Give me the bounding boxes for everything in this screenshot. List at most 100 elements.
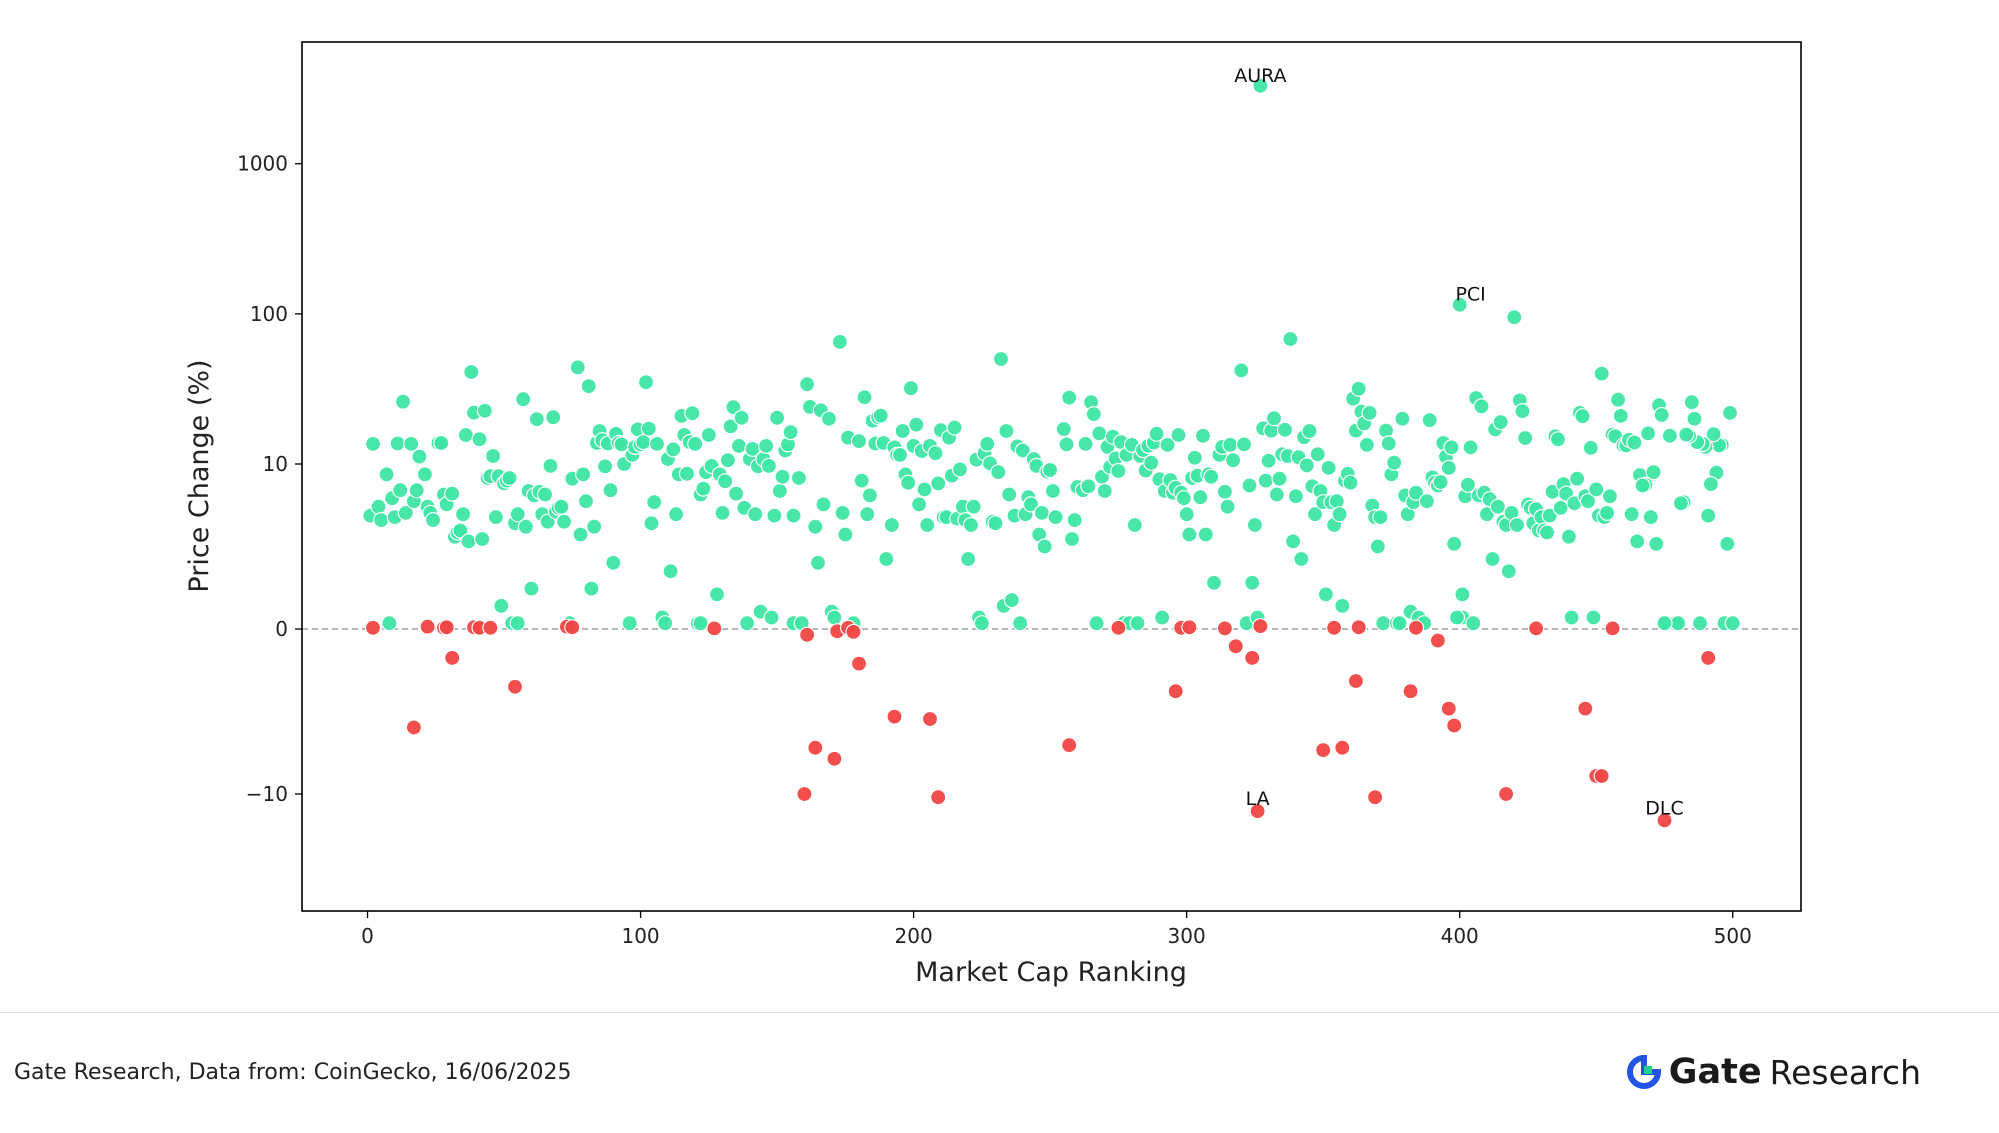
negative-data-point [1315, 741, 1332, 759]
positive-data-point [687, 435, 704, 452]
positive-data-point [389, 435, 406, 452]
positive-data-point [785, 507, 802, 524]
negative-data-point [1366, 789, 1384, 806]
positive-data-point [1484, 550, 1501, 568]
negative-data-point [506, 678, 524, 695]
positive-data-point [990, 464, 1007, 481]
negative-data-point [807, 739, 824, 756]
positive-data-point [1257, 472, 1274, 489]
positive-data-point [1063, 530, 1081, 548]
positive-data-point [856, 389, 873, 406]
positive-data-point [700, 426, 717, 444]
positive-data-point [1462, 439, 1479, 456]
positive-data-point [1055, 420, 1072, 438]
positive-data-point [1508, 516, 1526, 534]
positive-data-point [1222, 436, 1239, 453]
positive-data-point [1331, 506, 1348, 523]
positive-data-point [667, 506, 685, 523]
positive-data-point [1514, 403, 1531, 420]
negative-data-point [1350, 619, 1367, 636]
negative-data-point [1656, 812, 1673, 829]
positive-data-point [545, 409, 562, 426]
positive-data-point [1320, 459, 1337, 476]
positive-data-point [1235, 436, 1253, 453]
x-tick-label: 0 [361, 924, 374, 948]
positive-data-point [733, 409, 750, 426]
negative-data-point [706, 620, 723, 637]
positive-data-point [1276, 421, 1294, 438]
plot-frame [301, 41, 1802, 912]
positive-data-point [640, 420, 657, 437]
negative-data-point [1249, 802, 1266, 820]
negative-data-point [1527, 620, 1545, 637]
positive-data-point [902, 380, 920, 397]
positive-data-point [809, 554, 827, 571]
positive-data-point [621, 615, 638, 632]
positive-data-point [1391, 615, 1408, 632]
positive-data-point [586, 518, 603, 535]
positive-data-point [1459, 476, 1477, 493]
positive-data-point [979, 435, 996, 452]
positive-data-point [1317, 586, 1335, 603]
positive-data-point [1178, 506, 1195, 523]
positive-data-point [1282, 330, 1299, 348]
positive-data-point [580, 378, 597, 395]
negative-data-point [444, 649, 461, 667]
positive-data-point [1181, 526, 1198, 543]
positive-data-point [908, 416, 925, 433]
positive-data-point [973, 615, 991, 632]
positive-data-point [523, 580, 540, 597]
positive-data-point [1342, 474, 1359, 491]
positive-data-point [1601, 488, 1619, 505]
positive-data-point [900, 474, 917, 491]
positive-data-point [883, 516, 900, 534]
positive-data-point [834, 504, 851, 522]
positive-data-point [695, 480, 712, 497]
positive-data-point [850, 433, 868, 450]
positive-data-point [1492, 414, 1509, 431]
positive-data-point [656, 615, 674, 632]
positive-data-point [1623, 506, 1640, 523]
positive-data-point [820, 410, 838, 427]
positive-data-point [1639, 425, 1657, 442]
negative-data-point [1347, 672, 1365, 690]
positive-data-point [760, 457, 778, 474]
positive-data-point [1077, 435, 1094, 452]
positive-data-point [919, 516, 936, 534]
positive-data-point [1407, 484, 1425, 501]
positive-data-point [364, 435, 382, 452]
positive-data-point [596, 458, 614, 475]
positive-data-point [853, 472, 870, 489]
negative-data-point [1604, 620, 1621, 637]
x-tick-label: 100 [621, 924, 659, 948]
positive-data-point [1582, 439, 1599, 456]
positive-data-point [381, 615, 398, 632]
positive-data-point [1192, 489, 1209, 506]
data-points [362, 77, 1741, 829]
positive-data-point [665, 441, 682, 458]
positive-data-point [1634, 477, 1651, 494]
positive-data-point [662, 563, 679, 580]
positive-data-point [1473, 398, 1490, 415]
positive-data-point [1143, 454, 1160, 471]
positive-data-point [1432, 473, 1449, 491]
positive-data-point [1656, 615, 1673, 632]
positive-data-point [474, 530, 491, 548]
positive-data-point [1260, 452, 1277, 469]
positive-data-point [1612, 407, 1629, 424]
positive-data-point [370, 498, 387, 515]
positive-data-point [536, 486, 554, 503]
positive-data-point [1375, 615, 1392, 632]
positive-data-point [946, 419, 963, 436]
positive-data-point [1372, 508, 1389, 526]
positive-data-point [433, 434, 450, 452]
positive-data-point [1552, 499, 1569, 516]
positive-data-point [684, 405, 701, 422]
positive-data-point [727, 485, 745, 502]
positive-data-point [501, 469, 518, 487]
positive-data-point [1489, 498, 1507, 515]
positive-data-point [798, 376, 816, 393]
annotation-label: DLC [1645, 797, 1683, 819]
positive-data-point [1159, 436, 1176, 453]
negative-data-point [850, 655, 868, 672]
